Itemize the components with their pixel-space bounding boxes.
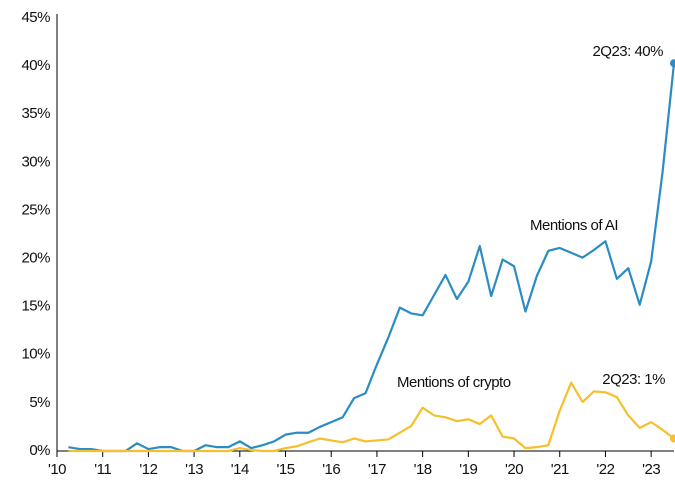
y-tick-label: 15%: [21, 298, 50, 315]
x-tick-label: '13: [185, 461, 203, 478]
x-tick-label: '10: [48, 461, 66, 478]
annotation: 2Q23: 1%: [602, 371, 665, 388]
series-line: [68, 381, 675, 453]
x-tick-label: '22: [596, 461, 614, 478]
y-tick-label: 40%: [21, 57, 50, 74]
x-tick-label: '16: [322, 461, 340, 478]
y-tick-label: 5%: [29, 394, 50, 411]
x-tick-label: '14: [231, 461, 249, 478]
annotation: 2Q23: 40%: [592, 43, 663, 60]
y-tick-label: 0%: [29, 442, 50, 459]
end-point: [670, 434, 675, 443]
y-tick-label: 10%: [21, 346, 50, 363]
x-tick-label: '23: [642, 461, 660, 478]
series-label: Mentions of AI: [530, 217, 618, 234]
series-label: Mentions of crypto: [397, 374, 511, 391]
x-tick-label: '20: [505, 461, 523, 478]
x-tick-label: '18: [414, 461, 432, 478]
y-tick-label: 35%: [21, 105, 50, 122]
x-tick-label: '19: [459, 461, 477, 478]
y-tick-label: 25%: [21, 201, 50, 218]
x-tick-label: '17: [368, 461, 386, 478]
x-tick-label: '12: [139, 461, 157, 478]
x-tick-label: '11: [94, 461, 111, 478]
x-tick-label: '15: [276, 461, 294, 478]
end-point: [670, 59, 675, 68]
y-tick-label: 30%: [21, 153, 50, 170]
y-tick-label: 45%: [21, 9, 50, 26]
x-tick-label: '21: [551, 461, 569, 478]
series-line: [68, 63, 675, 453]
y-tick-label: 20%: [21, 250, 50, 267]
